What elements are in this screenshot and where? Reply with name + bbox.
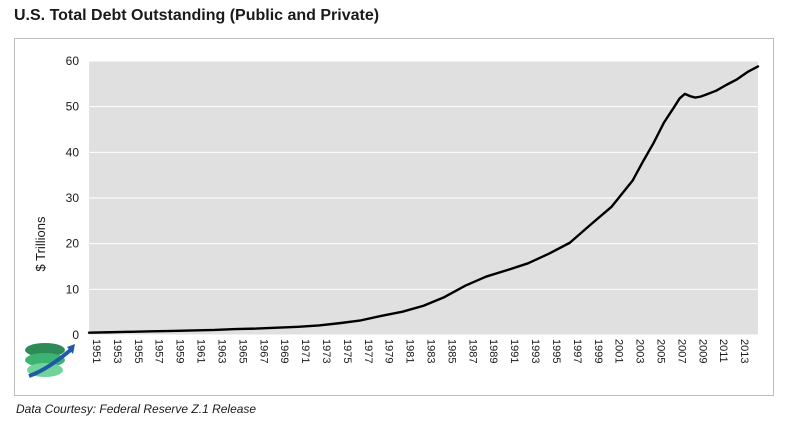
x-tick-label: 1989 — [487, 339, 499, 363]
x-tick-label: 2003 — [634, 339, 646, 363]
x-tick-label: 2013 — [738, 339, 750, 363]
y-tick-label: 50 — [66, 100, 80, 114]
x-tick-label: 1959 — [174, 339, 186, 363]
x-tick-label: 1981 — [404, 339, 416, 363]
x-tick-label: 1975 — [341, 339, 353, 363]
y-tick-label: 60 — [66, 54, 80, 68]
x-tick-label: 1963 — [215, 339, 227, 363]
y-tick-label: 0 — [72, 328, 79, 342]
x-tick-label: 1983 — [425, 339, 437, 363]
x-tick-label: 1979 — [383, 339, 395, 363]
y-tick-label: 40 — [66, 145, 80, 159]
series-line-total-debt — [87, 65, 760, 334]
chart-frame: 0 10 20 30 40 50 60 1951 1953 1955 1957 1959 1961 19… — [14, 38, 774, 396]
chart-title: U.S. Total Debt Outstanding (Public and … — [14, 7, 380, 24]
x-tick-label: 1987 — [466, 339, 478, 363]
x-tick-label: 1965 — [236, 339, 248, 363]
y-tick-label: 30 — [66, 191, 80, 205]
y-tick-label: 20 — [66, 237, 80, 251]
gridlines — [89, 60, 758, 336]
x-tick-label: 1967 — [257, 339, 269, 363]
x-tick-labels: 1951 1953 1955 1957 1959 1961 1963 1965 1967 1969… — [90, 339, 750, 363]
x-tick-label: 1971 — [299, 339, 311, 363]
y-tick-label: 10 — [66, 282, 80, 296]
logo-icon — [25, 343, 75, 378]
x-tick-label: 2001 — [613, 339, 625, 363]
x-tick-label: 1969 — [278, 339, 290, 363]
x-tick-label: 1985 — [445, 339, 457, 363]
x-tick-label: 1993 — [529, 339, 541, 363]
x-tick-label: 1957 — [153, 339, 165, 363]
x-tick-label: 1973 — [320, 339, 332, 363]
x-tick-label: 1997 — [571, 339, 583, 363]
x-tick-label: 1977 — [362, 339, 374, 363]
x-tick-label: 1951 — [90, 339, 102, 363]
x-tick-label: 2011 — [717, 339, 729, 363]
x-tick-label: 1999 — [592, 339, 604, 363]
x-tick-label: 2007 — [675, 339, 687, 363]
x-tick-label: 2009 — [696, 339, 708, 363]
y-axis-label: $ Trillions — [33, 216, 48, 271]
x-tick-label: 1955 — [132, 339, 144, 363]
x-tick-label: 1991 — [508, 339, 520, 363]
x-tick-label: 1953 — [111, 339, 123, 363]
y-tick-labels: 0 10 20 30 40 50 60 — [66, 54, 80, 342]
x-tick-label: 2005 — [654, 339, 666, 363]
x-tick-label: 1961 — [195, 339, 207, 363]
data-source-note: Data Courtesy: Federal Reserve Z.1 Relea… — [16, 402, 257, 416]
x-tick-label: 1995 — [550, 339, 562, 363]
